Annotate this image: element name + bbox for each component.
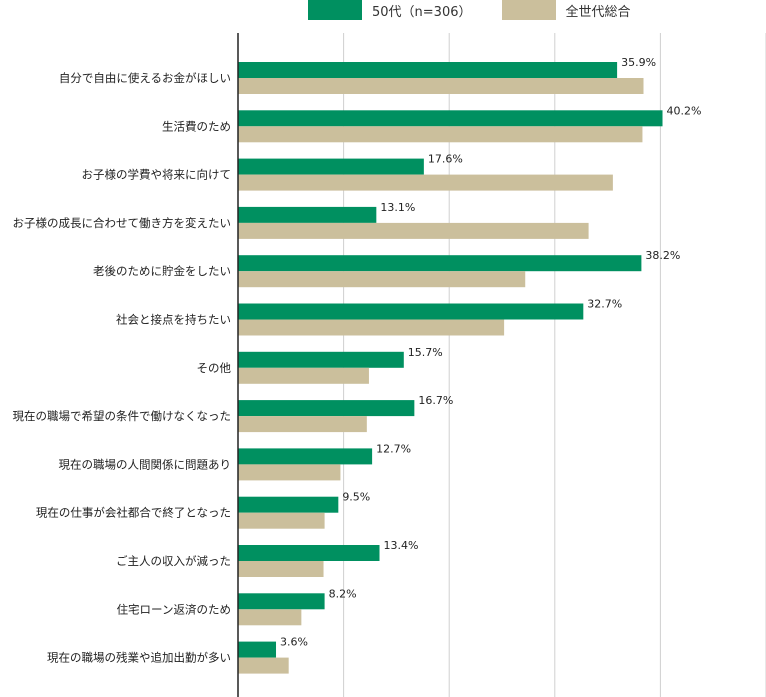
bar-all (238, 222, 589, 239)
category-label: 社会と接点を持ちたい (116, 313, 231, 327)
bar-all (238, 657, 289, 674)
category-label: その他 (197, 361, 232, 375)
value-label: 13.4% (384, 539, 419, 552)
value-label: 9.5% (342, 491, 370, 504)
value-label: 15.7% (408, 346, 443, 359)
category-label: 自分で自由に使えるお金がほしい (59, 71, 231, 85)
category-label: 住宅ローン返済のため (117, 602, 231, 616)
bar-all (238, 271, 526, 288)
bar-50s (238, 158, 424, 175)
legend-item-all: 全世代総合 (501, 0, 631, 20)
value-label: 40.2% (667, 104, 702, 117)
legend-label-all: 全世代総合 (565, 4, 631, 20)
bar-50s (238, 400, 415, 417)
bar-50s (238, 303, 584, 320)
legend: 50代（n=306） 全世代総合 (308, 0, 661, 20)
value-label: 3.6% (280, 636, 308, 649)
value-label: 16.7% (418, 394, 453, 407)
bar-50s (238, 110, 663, 127)
bar-all (238, 464, 341, 481)
value-label: 17.6% (428, 153, 463, 166)
category-label: 老後のために貯金をしたい (93, 264, 231, 278)
bar-all (238, 561, 324, 577)
value-label: 35.9% (621, 56, 656, 69)
legend-label-50s: 50代（n=306） (372, 4, 472, 20)
category-label: 現在の職場で希望の条件で働けなくなった (13, 409, 232, 423)
bar-all (238, 174, 613, 191)
category-label: お子様の成長に合わせて働き方を変えたい (13, 216, 232, 230)
bar-all (238, 319, 505, 336)
bar-50s (238, 255, 642, 272)
legend-swatch-50s (308, 0, 362, 20)
bar-all (238, 512, 325, 529)
category-label: お子様の学費や将来に向けて (82, 168, 232, 182)
legend-item-50s: 50代（n=306） (308, 0, 472, 20)
bar-50s (238, 62, 618, 78)
category-label: 現在の仕事が会社都合で終了となった (36, 506, 231, 520)
bar-50s (238, 351, 404, 368)
category-label: ご主人の収入が減った (116, 554, 231, 568)
legend-swatch-all (501, 0, 556, 20)
bar-50s (238, 448, 373, 465)
category-label: 現在の職場の残業や追加出勤が多い (47, 651, 231, 665)
bar-all (238, 367, 369, 384)
bar-50s (238, 641, 277, 658)
category-label: 現在の職場の人間関係に問題あり (59, 457, 232, 471)
bar-50s (238, 206, 377, 223)
category-label: 生活費のため (162, 119, 231, 133)
bar-all (238, 609, 302, 626)
bar-50s (238, 545, 380, 561)
bar-all (238, 126, 643, 143)
value-label: 32.7% (587, 298, 622, 311)
value-label: 38.2% (645, 249, 680, 262)
bar-50s (238, 496, 339, 513)
bar-all (238, 416, 367, 433)
value-label: 13.1% (380, 201, 415, 214)
value-label: 8.2% (329, 587, 357, 600)
bar-50s (238, 593, 325, 610)
value-label: 12.7% (376, 442, 411, 455)
bar-all (238, 78, 644, 94)
